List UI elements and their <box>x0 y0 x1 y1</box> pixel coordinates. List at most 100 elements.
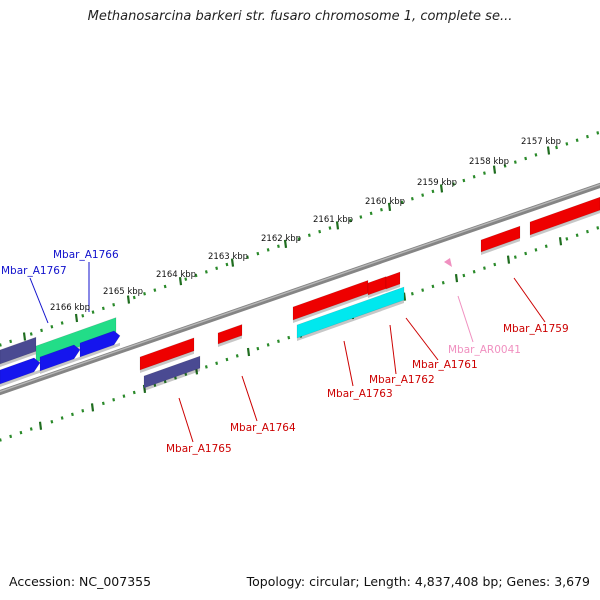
feature-mbar-a1764[interactable] <box>217 324 243 345</box>
map-title: Methanosarcina barkeri str. fusaro chrom… <box>87 9 513 24</box>
minor-tick <box>586 134 589 139</box>
major-tick <box>283 239 288 248</box>
minor-tick <box>101 306 105 311</box>
gene-label-mbar-a1761[interactable]: Mbar_A1761 <box>412 359 478 371</box>
minor-tick <box>431 189 435 194</box>
minor-tick <box>81 313 85 318</box>
minor-tick <box>328 226 332 230</box>
feature-mbar-a1765[interactable] <box>143 355 201 389</box>
feature-mbar-a1759-b[interactable] <box>529 196 600 236</box>
tick-label: 2161 kbp <box>313 215 353 225</box>
feature-blue-1[interactable] <box>0 357 41 385</box>
gene-label-mbar-ar0041[interactable]: Mbar_AR0041 <box>448 344 521 356</box>
minor-tick <box>50 419 54 424</box>
tick-label: 2163 kbp <box>208 252 248 262</box>
minor-tick <box>215 361 219 365</box>
gene-label-mbar-a1763[interactable]: Mbar_A1763 <box>327 388 393 400</box>
minor-tick <box>40 328 43 333</box>
tick-labels: 2157 kbp 2158 kbp 2159 kbp 2160 kbp 2161 kbp… <box>50 137 561 313</box>
feature-mbar-a1765-red[interactable] <box>139 337 195 371</box>
major-tick <box>402 292 407 301</box>
minor-tick <box>163 284 167 289</box>
minor-tick <box>596 131 600 135</box>
feature-mbar-a1765-red-shadow <box>140 350 194 373</box>
callout-line <box>343 340 354 387</box>
minor-tick <box>565 237 569 241</box>
minor-tick <box>256 251 260 256</box>
major-tick <box>22 332 27 341</box>
minor-tick <box>513 255 517 259</box>
callout-line <box>513 277 546 323</box>
major-tick <box>558 237 563 246</box>
feature-mbar-ar0041[interactable] <box>444 258 452 267</box>
minor-tick <box>101 401 105 406</box>
minor-tick <box>524 251 528 256</box>
callout-line <box>241 375 258 422</box>
minor-tick <box>19 430 23 435</box>
minor-tick <box>534 153 538 157</box>
gene-label-mbar-a1764[interactable]: Mbar_A1764 <box>230 422 296 434</box>
minor-tick <box>256 346 260 351</box>
minor-tick <box>235 354 239 358</box>
gene-label-mbar-a1767[interactable]: Mbar_A1767 <box>1 265 67 277</box>
minor-tick <box>215 266 219 270</box>
minor-tick <box>122 394 126 398</box>
minor-tick <box>60 416 64 420</box>
callout-line <box>389 324 397 375</box>
minor-tick <box>132 390 136 395</box>
feature-blue-1-shadow <box>0 369 40 387</box>
minor-tick <box>503 164 507 168</box>
minor-tick <box>421 193 425 197</box>
feature-blue-3[interactable] <box>79 330 121 358</box>
major-tick <box>178 276 183 286</box>
gene-label-mbar-a1759[interactable]: Mbar_A1759 <box>503 323 569 335</box>
tick-label: 2165 kbp <box>103 287 143 297</box>
minor-tick <box>369 211 373 216</box>
minor-tick <box>318 229 322 234</box>
outer-tick-track <box>0 131 600 347</box>
minor-tick <box>112 398 116 402</box>
callout-line <box>29 277 49 324</box>
feature-blue-2[interactable] <box>39 344 81 372</box>
minor-tick <box>307 233 311 238</box>
accession-text: Accession: NC_007355 <box>9 574 152 589</box>
minor-tick <box>81 408 85 413</box>
major-tick <box>90 403 95 412</box>
minor-tick <box>225 262 229 267</box>
gene-label-mbar-a1762[interactable]: Mbar_A1762 <box>369 374 435 386</box>
feature-mbar-a1761-red[interactable] <box>385 271 401 290</box>
feature-mbar-a1767-a-shadow <box>0 351 36 367</box>
minor-tick <box>452 182 455 186</box>
minor-tick <box>225 357 229 362</box>
feature-blue-3-shadow <box>80 342 120 360</box>
major-tick <box>230 258 235 267</box>
minor-tick <box>441 281 445 285</box>
feature-track <box>0 196 600 391</box>
minor-tick <box>534 248 538 252</box>
minor-tick <box>462 273 466 278</box>
minor-tick <box>359 215 363 219</box>
feature-mbar-a1763-shadow <box>297 300 404 341</box>
minor-tick <box>277 244 280 249</box>
gene-label-mbar-a1766[interactable]: Mbar_A1766 <box>53 249 119 261</box>
minor-tick <box>91 310 95 314</box>
minor-tick <box>60 321 64 325</box>
minor-tick <box>544 244 548 248</box>
minor-tick <box>565 142 569 146</box>
major-tick <box>454 273 459 283</box>
feature-mbar-a1759-b-shadow <box>530 210 600 238</box>
feature-mbar-a1764-shadow <box>218 335 242 347</box>
callout-line <box>178 397 194 443</box>
callout-line <box>405 317 439 361</box>
chromosome-backbone <box>0 182 600 396</box>
tick-label: 2162 kbp <box>261 234 301 244</box>
feature-mbar-a1759-a[interactable] <box>480 225 521 253</box>
gene-label-mbar-a1765[interactable]: Mbar_A1765 <box>166 443 232 455</box>
minor-tick <box>9 434 13 439</box>
callout-line <box>457 295 474 343</box>
feature-mbar-a1763[interactable] <box>296 286 405 339</box>
topology-summary: Topology: circular; Length: 4,837,408 bp… <box>246 574 590 589</box>
minor-tick <box>483 171 486 175</box>
tick-label: 2160 kbp <box>365 197 405 207</box>
